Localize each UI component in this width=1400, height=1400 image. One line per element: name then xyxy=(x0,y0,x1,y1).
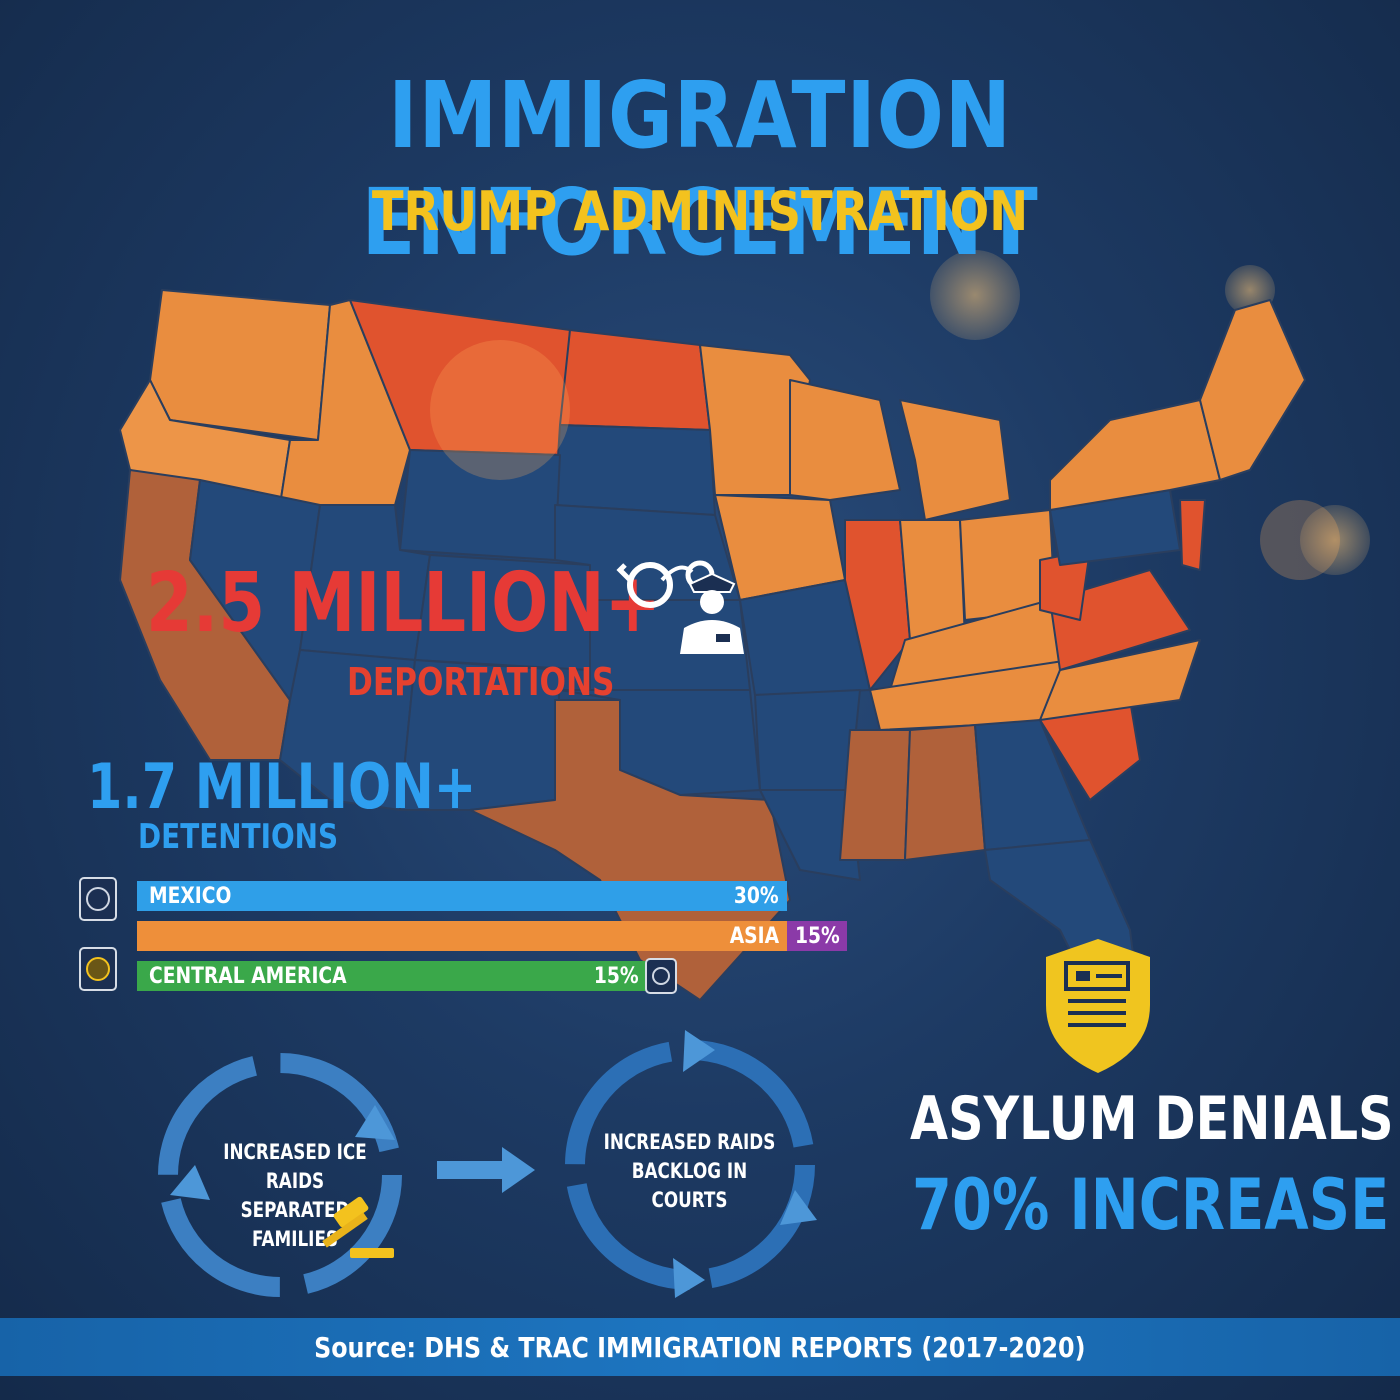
map-region-illinois xyxy=(844,519,911,691)
origin-bar-mexico: MEXICO 30% xyxy=(137,881,787,911)
asylum-title: ASYLUM DENIALS xyxy=(910,1084,1394,1154)
map-region-alabama xyxy=(904,724,986,861)
map-region-north-dakota xyxy=(559,329,711,431)
map-region-new-jersey xyxy=(1179,499,1206,571)
cycle-arrows-icon xyxy=(158,1053,402,1297)
shield-document-icon xyxy=(1046,939,1150,1073)
origin-bar-asia: ASIA xyxy=(137,921,787,951)
map-region-wisconsin xyxy=(789,379,901,501)
map-region-arkansas xyxy=(754,689,861,791)
origin-bar-value: 15% xyxy=(787,921,847,951)
map-region-south-dakota xyxy=(554,424,716,516)
footer-source-bar: Source: DHS & TRAC IMMIGRATION REPORTS (… xyxy=(0,1318,1400,1376)
passport-icon xyxy=(79,877,117,921)
asylum-stat: 70% INCREASE xyxy=(912,1164,1390,1246)
gavel-icon xyxy=(322,1196,394,1258)
map-region-virginia xyxy=(1049,569,1191,671)
cycle-arrows-icon xyxy=(565,1030,817,1298)
officer-icon xyxy=(680,572,744,654)
page-title: IMMIGRATION ENFORCEMENT xyxy=(361,62,1039,276)
deportations-stat: 2.5 MILLION+ xyxy=(146,556,661,651)
map-region-michigan xyxy=(899,399,1011,521)
origin-bar-central-america: CENTRAL AMERICA 15% xyxy=(137,961,647,991)
map-region-new-england xyxy=(1199,299,1306,481)
source-text: Source: DHS & TRAC IMMIGRATION REPORTS (… xyxy=(314,1330,1086,1364)
detentions-label: DETENTIONS xyxy=(138,817,339,857)
map-region-mississippi xyxy=(839,729,911,861)
cycle-text-2: INCREASED RAIDS BACKLOG IN COURTS xyxy=(603,1130,776,1212)
map-region-indiana xyxy=(899,519,966,641)
origin-bar-value: 15% xyxy=(594,963,639,989)
origin-bar-label: CENTRAL AMERICA xyxy=(149,963,347,989)
cycle-text-1: INCREASED ICE RAIDS SEPARATED FAMILIES xyxy=(223,1140,367,1251)
arrow-right-icon xyxy=(437,1147,535,1193)
origin-bar-value: 30% xyxy=(734,883,779,909)
map-region-louisiana xyxy=(759,789,861,881)
deportations-label: DEPORTATIONS xyxy=(347,660,615,704)
origin-bar-label: ASIA xyxy=(729,923,779,949)
map-region-north-carolina xyxy=(1039,639,1201,721)
origin-bar-label: MEXICO xyxy=(149,883,232,909)
passport-icon xyxy=(79,947,117,991)
detentions-stat: 1.7 MILLION+ xyxy=(87,750,477,823)
map-region-new-york xyxy=(1049,399,1221,511)
passport-icon xyxy=(645,958,677,994)
map-region-washington xyxy=(149,289,331,441)
page-subtitle: TRUMP ADMINISTRATION xyxy=(371,180,1029,243)
